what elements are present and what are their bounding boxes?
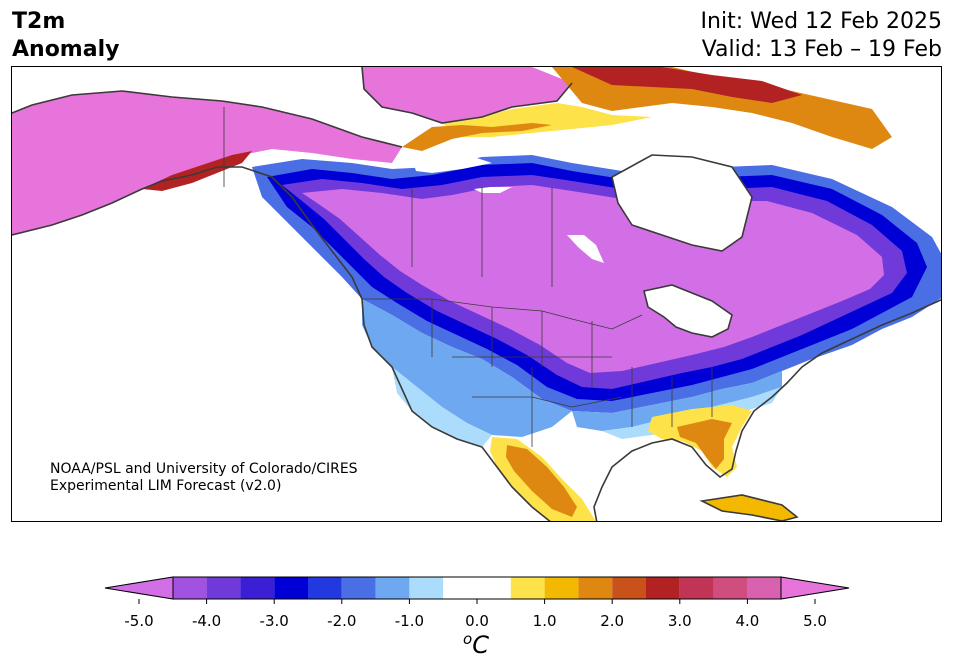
cool-region-southeast: [572, 371, 782, 431]
valid-range: Valid: 13 Feb – 19 Feb: [701, 37, 942, 62]
hudson-bay: [612, 155, 752, 251]
lake-winnipeg: [567, 235, 604, 263]
colorbar-tick-label: -4.0: [191, 612, 222, 630]
colorbar-bin: [206, 577, 241, 599]
colorbar-bin: [713, 577, 748, 599]
warm-region-baffin-core: [572, 67, 802, 103]
great-lakes: [644, 285, 732, 337]
colorbar-bin: [341, 577, 376, 599]
warm-band-red-nw: [142, 151, 252, 191]
warm-region-mexico-core: [506, 445, 577, 517]
colorbar-bin: [308, 577, 342, 599]
map-svg: [12, 67, 941, 521]
colorbar-tick-label: 2.0: [600, 612, 625, 630]
credit-text: NOAA/PSL and University of Colorado/CIRE…: [50, 461, 358, 495]
colorbar-tick-label: 3.0: [667, 612, 692, 630]
colorbar: [104, 576, 850, 604]
unit-letter: C: [472, 631, 489, 659]
colorbar-bin: [240, 577, 275, 599]
colorbar-bins: [173, 577, 781, 599]
colorbar-bin: [443, 577, 511, 599]
colorbar-unit: oC: [463, 630, 489, 659]
colorbar-tick-label: 1.0: [532, 612, 557, 630]
warm-region-cuba: [702, 495, 797, 521]
colorbar-tick-label: 5.0: [803, 612, 827, 630]
colorbar-tick-label: -5.0: [124, 612, 154, 630]
colorbar-bin: [173, 577, 207, 599]
credit-line-2: Experimental LIM Forecast (v2.0): [50, 478, 282, 494]
colorbar-ticks: [138, 599, 816, 604]
lake-great-bear: [360, 123, 420, 137]
anomaly-map: NOAA/PSL and University of Colorado/CIRE…: [11, 66, 942, 522]
colorbar-tick-label: 0.0: [465, 612, 489, 630]
colorbar-tick-label: 4.0: [735, 612, 760, 630]
init-date: Init: Wed 12 Feb 2025: [700, 9, 942, 34]
lake-athabasca: [474, 187, 512, 193]
forecast-dates: Init: Wed 12 Feb 2025 Valid: 13 Feb – 19…: [701, 8, 942, 64]
variable-type: Anomaly: [12, 37, 120, 62]
colorbar-tick-label: -1.0: [394, 612, 425, 630]
warm-region-florida-core: [677, 419, 732, 469]
warm-region-arctic: [362, 67, 572, 123]
colorbar-bin: [747, 577, 781, 599]
cool-region-southwest: [362, 299, 572, 437]
cool-region-southwest-light: [392, 367, 492, 447]
warm-band-orange-north: [402, 123, 552, 151]
colorbar-tick-label: -2.0: [327, 612, 357, 630]
colorbar-extend-high: [780, 576, 850, 600]
colorbar-extend-low: [104, 576, 174, 600]
boundaries: [223, 107, 713, 447]
colorbar-bin: [612, 577, 646, 599]
colorbar-bin: [409, 577, 444, 599]
colorbar-bin: [544, 577, 579, 599]
colorbar-bin: [375, 577, 410, 599]
credit-line-1: NOAA/PSL and University of Colorado/CIRE…: [50, 461, 358, 477]
variable-name: T2m: [12, 9, 66, 34]
colorbar-bin: [274, 577, 308, 599]
map-title: T2m Anomaly: [12, 8, 119, 64]
warm-region-alaska: [12, 91, 402, 235]
coastlines: [12, 67, 941, 521]
colorbar-bin: [578, 577, 613, 599]
colorbar-bin: [646, 577, 680, 599]
colorbar-bin: [679, 577, 714, 599]
lake-great-slave: [414, 157, 492, 173]
colorbar-bin: [510, 577, 545, 599]
unit-degree: o: [463, 630, 473, 648]
warm-region-baffin: [552, 67, 892, 149]
colorbar-tick-label: -3.0: [259, 612, 289, 630]
